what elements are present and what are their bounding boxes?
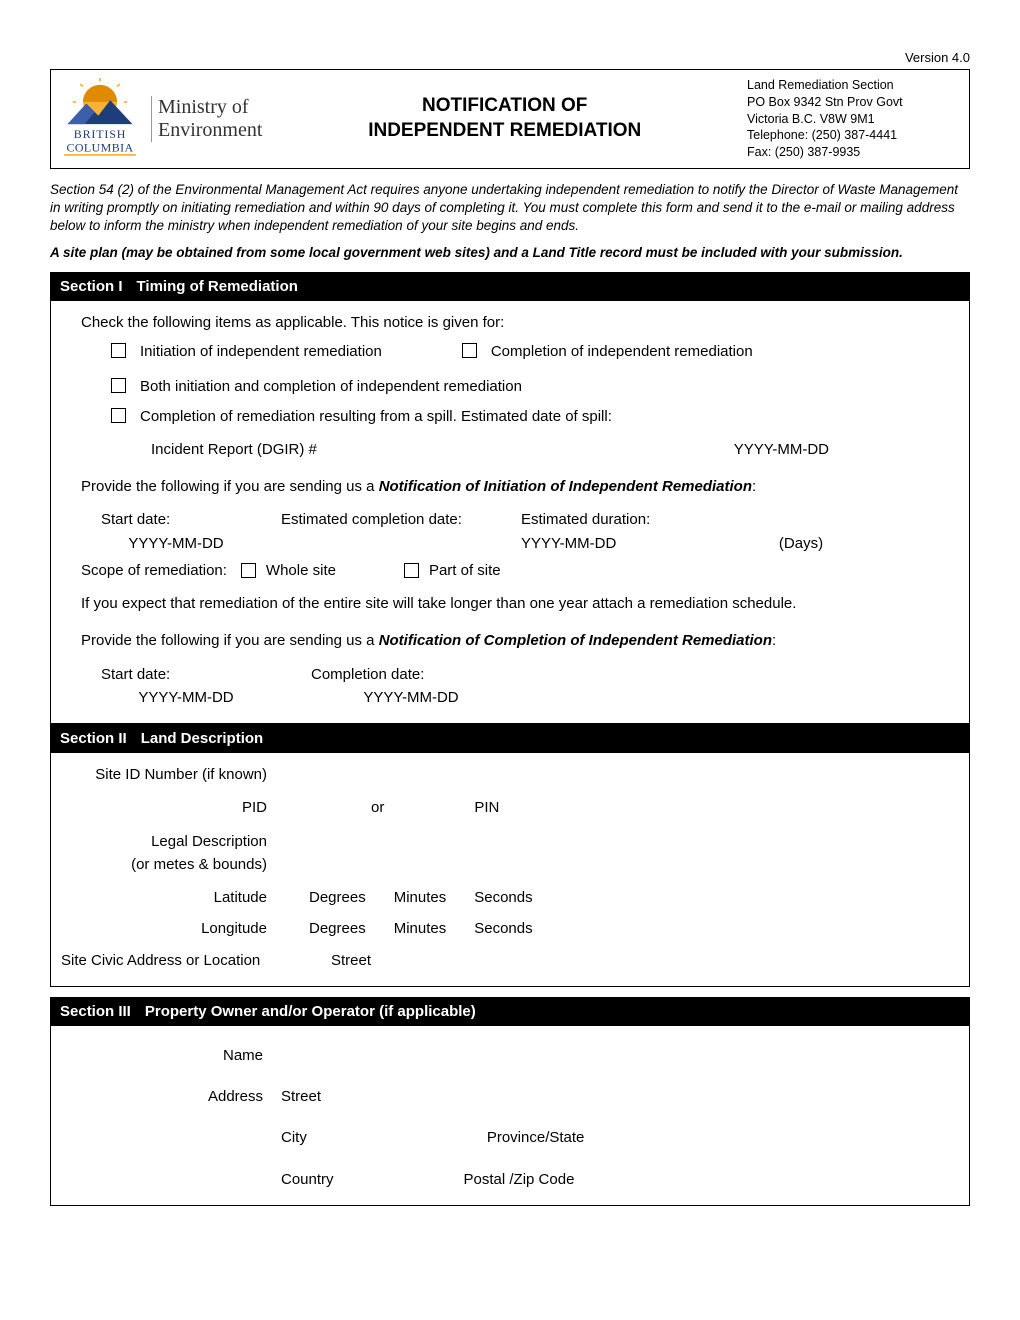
lat-deg: Degrees bbox=[309, 886, 366, 909]
days-label: (Days) bbox=[779, 532, 823, 555]
form-title: NOTIFICATION OF INDEPENDENT REMEDIATION bbox=[272, 94, 737, 143]
addr-2: PO Box 9342 Stn Prov Govt bbox=[747, 94, 957, 111]
comp-date-hint: YYYY-MM-DD bbox=[311, 686, 511, 709]
lat-sec: Seconds bbox=[474, 886, 532, 909]
section-1-body: Check the following items as applicable.… bbox=[50, 301, 970, 724]
title-line-1: NOTIFICATION OF bbox=[272, 94, 737, 119]
est-comp-label: Estimated completion date: bbox=[281, 508, 491, 531]
section-2-title: Land Description bbox=[141, 730, 264, 747]
owner-address-label: Address bbox=[61, 1085, 281, 1108]
whole-site-label: Whole site bbox=[266, 559, 336, 582]
intro-paragraph: Section 54 (2) of the Environmental Mana… bbox=[50, 181, 970, 236]
lon-min: Minutes bbox=[394, 917, 447, 940]
addr-4: Telephone: (250) 387-4441 bbox=[747, 127, 957, 144]
comp-start-hint: YYYY-MM-DD bbox=[101, 686, 271, 709]
lon-sec: Seconds bbox=[474, 917, 532, 940]
owner-street-label: Street bbox=[281, 1085, 321, 1108]
owner-city-label: City bbox=[281, 1126, 307, 1149]
civic-label: Site Civic Address or Location bbox=[61, 949, 291, 972]
legal-desc-label: Legal Description(or metes & bounds) bbox=[61, 830, 281, 877]
checkbox-initiation[interactable] bbox=[111, 343, 126, 358]
lat-min: Minutes bbox=[394, 886, 447, 909]
owner-country-label: Country bbox=[281, 1168, 334, 1191]
or-label: or bbox=[371, 796, 384, 819]
owner-prov-label: Province/State bbox=[487, 1126, 585, 1149]
address-block: Land Remediation Section PO Box 9342 Stn… bbox=[747, 77, 957, 161]
bc-logo-icon: BRITISH COLUMBIA bbox=[57, 78, 143, 160]
schedule-note: If you expect that remediation of the en… bbox=[81, 592, 949, 615]
version-label: Version 4.0 bbox=[50, 50, 970, 65]
init-lead: Provide the following if you are sending… bbox=[81, 475, 949, 498]
checkbox-both[interactable] bbox=[111, 378, 126, 393]
section-3-bar: Section III Property Owner and/or Operat… bbox=[50, 997, 970, 1026]
section-1-bar: Section I Timing of Remediation bbox=[50, 272, 970, 301]
est-dur-label: Estimated duration: bbox=[521, 508, 701, 531]
incident-label: Incident Report (DGIR) # bbox=[151, 438, 317, 461]
intro-requirement: A site plan (may be obtained from some l… bbox=[50, 244, 970, 262]
addr-1: Land Remediation Section bbox=[747, 77, 957, 94]
svg-text:COLUMBIA: COLUMBIA bbox=[66, 140, 133, 154]
checkbox-spill[interactable] bbox=[111, 408, 126, 423]
addr-3: Victoria B.C. V8W 9M1 bbox=[747, 111, 957, 128]
checkbox-completion[interactable] bbox=[462, 343, 477, 358]
comp-lead: Provide the following if you are sending… bbox=[81, 629, 949, 652]
opt-initiation: Initiation of independent remediation bbox=[140, 340, 382, 363]
comp-date-label: Completion date: bbox=[311, 663, 511, 686]
ministry-line-1: Ministry of bbox=[158, 96, 262, 119]
title-line-2: INDEPENDENT REMEDIATION bbox=[272, 119, 737, 144]
spill-date-hint: YYYY-MM-DD bbox=[734, 438, 829, 461]
start-date-hint: YYYY-MM-DD bbox=[101, 532, 251, 555]
section-3-title: Property Owner and/or Operator (if appli… bbox=[145, 1003, 476, 1020]
opt-both: Both initiation and completion of indepe… bbox=[140, 375, 522, 398]
opt-completion: Completion of independent remediation bbox=[491, 340, 753, 363]
comp-start-label: Start date: bbox=[101, 663, 271, 686]
section-3-num: Section III bbox=[60, 1003, 131, 1020]
part-site-label: Part of site bbox=[429, 559, 501, 582]
s1-lead: Check the following items as applicable.… bbox=[81, 311, 949, 334]
checkbox-part-site[interactable] bbox=[404, 563, 419, 578]
header-box: BRITISH COLUMBIA Ministry of Environment… bbox=[50, 69, 970, 169]
addr-5: Fax: (250) 387-9935 bbox=[747, 144, 957, 161]
lon-deg: Degrees bbox=[309, 917, 366, 940]
est-comp-hint: YYYY-MM-DD bbox=[521, 532, 701, 555]
pid-label: PID bbox=[61, 796, 281, 819]
owner-postal-label: Postal /Zip Code bbox=[464, 1168, 575, 1191]
section-2-body: Site ID Number (if known) PID or PIN Leg… bbox=[50, 753, 970, 987]
section-3-body: Name Address Street City Province/State … bbox=[50, 1026, 970, 1206]
section-2-bar: Section II Land Description bbox=[50, 724, 970, 753]
pin-label: PIN bbox=[474, 796, 499, 819]
svg-text:BRITISH: BRITISH bbox=[74, 127, 126, 141]
section-1-title: Timing of Remediation bbox=[137, 278, 298, 295]
checkbox-whole-site[interactable] bbox=[241, 563, 256, 578]
opt-spill: Completion of remediation resulting from… bbox=[140, 405, 612, 428]
site-id-label: Site ID Number (if known) bbox=[61, 763, 281, 786]
owner-name-label: Name bbox=[61, 1044, 281, 1067]
section-2-num: Section II bbox=[60, 730, 127, 747]
start-date-label: Start date: bbox=[101, 508, 251, 531]
scope-label: Scope of remediation: bbox=[81, 559, 227, 582]
logo-block: BRITISH COLUMBIA Ministry of Environment bbox=[57, 78, 262, 160]
civic-street: Street bbox=[331, 949, 371, 972]
section-1-num: Section I bbox=[60, 278, 123, 295]
ministry-line-2: Environment bbox=[158, 119, 262, 142]
lon-label: Longitude bbox=[61, 917, 281, 940]
lat-label: Latitude bbox=[61, 886, 281, 909]
ministry-text: Ministry of Environment bbox=[151, 96, 262, 142]
